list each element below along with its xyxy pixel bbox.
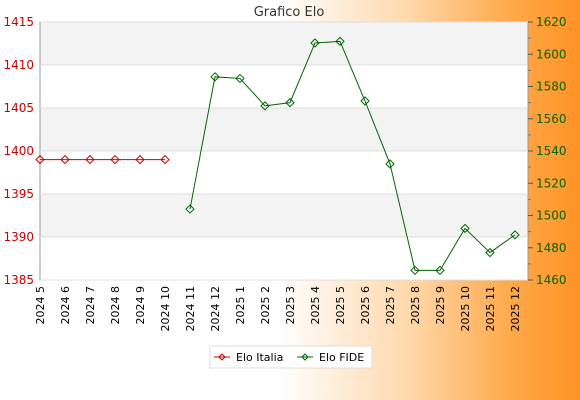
data-point — [360, 96, 370, 106]
plot-band — [40, 194, 528, 237]
data-point — [485, 247, 495, 258]
left-axis: 1385 1390 1395 1400 1405 1410 1415 — [3, 15, 34, 287]
data-point — [35, 154, 45, 165]
plot-band — [40, 237, 528, 280]
legend-label: Elo FIDE — [319, 351, 364, 364]
data-point — [110, 154, 120, 165]
x-tick-label: 2025 4 — [309, 286, 322, 325]
data-point — [410, 265, 420, 276]
data-point — [185, 204, 195, 214]
right-axis: 1460 1480 1500 1520 1540 1560 1580 1600 1620 — [528, 15, 567, 287]
right-tick-label: 1600 — [536, 47, 567, 61]
grid-lines — [40, 21, 528, 281]
data-point — [310, 38, 320, 48]
data-point — [510, 230, 520, 240]
x-tick-label: 2025 7 — [384, 286, 397, 325]
x-tick-label: 2024 7 — [84, 286, 97, 325]
data-point — [210, 72, 220, 82]
data-point — [160, 154, 170, 165]
right-tick-label: 1620 — [536, 15, 567, 29]
x-tick-label: 2024 11 — [184, 286, 197, 332]
right-tick-label: 1520 — [536, 176, 567, 190]
x-tick-label: 2024 8 — [109, 286, 122, 325]
x-tick-label: 2025 3 — [284, 286, 297, 325]
left-tick-label: 1405 — [3, 101, 34, 115]
data-point — [85, 154, 95, 165]
plot-band — [40, 151, 528, 194]
x-tick-label: 2025 6 — [359, 286, 372, 325]
legend-box — [209, 345, 373, 369]
left-tick-label: 1410 — [3, 58, 34, 72]
x-tick-label: 2025 10 — [459, 286, 472, 332]
x-tick-label: 2025 11 — [484, 286, 497, 332]
left-tick-label: 1400 — [3, 144, 34, 158]
right-tick-label: 1580 — [536, 80, 567, 94]
x-tick-label: 2024 5 — [34, 286, 47, 325]
x-tick-label: 2025 2 — [259, 286, 272, 325]
legend-label: Elo Italia — [236, 351, 283, 364]
right-tick-label: 1560 — [536, 112, 567, 126]
left-tick-label: 1415 — [3, 15, 34, 29]
x-tick-label: 2025 8 — [409, 286, 422, 325]
x-tick-label: 2024 9 — [134, 286, 147, 325]
x-tick-label: 2025 9 — [434, 286, 447, 325]
data-point — [235, 73, 245, 84]
x-tick-label: 2025 12 — [509, 286, 522, 332]
left-tick-label: 1385 — [3, 273, 34, 287]
series-elo-italia — [35, 154, 170, 165]
legend-swatch-marker — [301, 353, 309, 361]
x-tick-label: 2025 1 — [234, 286, 247, 325]
series-line — [189, 40, 516, 271]
left-tick-label: 1395 — [3, 187, 34, 201]
x-tick-label: 2024 12 — [209, 286, 222, 332]
left-tick-label: 1390 — [3, 230, 34, 244]
x-tick-label: 2024 10 — [159, 286, 172, 332]
data-point — [60, 154, 70, 165]
x-tick-label: 2025 5 — [334, 286, 347, 325]
right-tick-label: 1460 — [536, 273, 567, 287]
data-point — [335, 36, 345, 47]
series-elo-fide — [185, 36, 520, 276]
plot-band — [40, 108, 528, 151]
legend: Elo Italia Elo FIDE — [209, 345, 373, 369]
plot-background — [39, 21, 529, 281]
data-point — [260, 101, 270, 111]
right-tick-label: 1500 — [536, 209, 567, 223]
legend-swatch-marker — [218, 353, 226, 361]
data-point — [135, 154, 145, 165]
series-layer — [35, 36, 520, 276]
data-point — [285, 97, 295, 108]
chart-title: Grafico Elo — [254, 5, 325, 20]
plot-band — [40, 22, 528, 65]
data-point — [385, 159, 395, 169]
data-point — [435, 265, 445, 276]
x-axis: 2024 5 2024 6 2024 7 2024 8 2024 9 2024 10 202… — [34, 286, 522, 332]
x-tick-label: 2024 6 — [59, 286, 72, 325]
right-tick-label: 1480 — [536, 241, 567, 255]
right-tick-label: 1540 — [536, 144, 567, 158]
data-point — [460, 223, 470, 234]
plot-band — [40, 65, 528, 108]
